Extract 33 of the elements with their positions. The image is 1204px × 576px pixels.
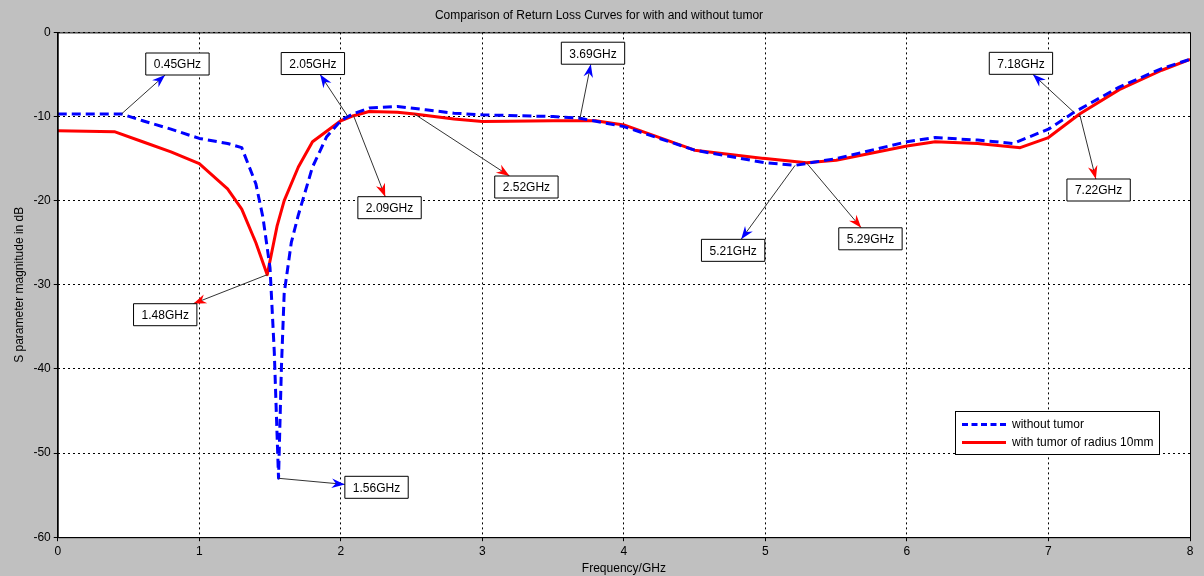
x-tick-label: 6 xyxy=(903,543,911,558)
y-tick-label: -30 xyxy=(33,277,52,292)
annotation: 7.18GHz xyxy=(997,56,1045,71)
annotation: 2.05GHz xyxy=(289,56,337,71)
x-axis-title: Frequency/GHz xyxy=(581,561,666,576)
x-tick-label: 5 xyxy=(762,543,770,558)
y-tick-label: -10 xyxy=(33,108,52,123)
y-tick-label: -50 xyxy=(33,445,52,460)
legend-label: with tumor of radius 10mm xyxy=(1012,435,1154,450)
annotation: 5.29GHz xyxy=(846,232,895,247)
x-tick-label: 0 xyxy=(54,543,62,558)
line-series xyxy=(57,57,1190,480)
x-tick-label: 2 xyxy=(337,543,345,558)
x-tick-label: 7 xyxy=(1045,543,1053,558)
x-tick-label: 8 xyxy=(1186,543,1194,558)
annotation: 1.48GHz xyxy=(141,308,189,323)
annotation: 2.09GHz xyxy=(365,201,414,215)
x-tick-label: 4 xyxy=(620,543,628,558)
x-tick-label: 1 xyxy=(195,543,203,558)
annotation: 1.56GHz xyxy=(352,480,401,495)
x-tick-label: 3 xyxy=(479,543,486,558)
annotation: 3.69GHz xyxy=(569,46,617,61)
chart-title: Comparison of Return Loss Curves for with and without tumor xyxy=(434,7,764,22)
y-tick-label: -40 xyxy=(33,361,52,376)
annotation: 2.52GHz xyxy=(502,180,551,195)
y-tick-label: 0 xyxy=(44,24,52,39)
y-tick-label: -60 xyxy=(33,529,52,544)
y-tick-label: -20 xyxy=(33,192,52,207)
annotation: 7.22GHz xyxy=(1074,183,1123,198)
annotation: 0.45GHz xyxy=(153,57,202,72)
legend-label: without tumor xyxy=(1012,417,1085,432)
annotation: 5.21GHz xyxy=(709,243,757,258)
y-axis-title: S parameter magnitude in dB xyxy=(11,206,26,363)
